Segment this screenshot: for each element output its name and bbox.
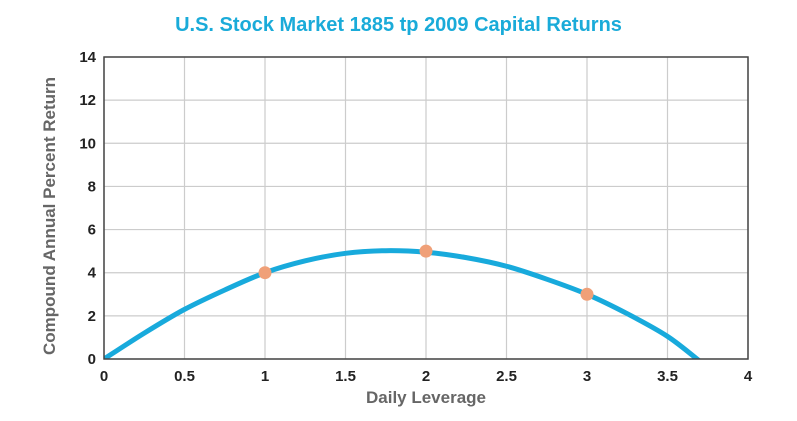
data-point (580, 287, 594, 301)
x-tick-label: 2.5 (496, 368, 517, 385)
series (104, 248, 702, 359)
y-axis-label: Compound Annual Percent Return (40, 77, 59, 355)
x-tick-label: 1 (261, 368, 269, 385)
x-tick-label: 4 (744, 368, 753, 385)
y-tick-label: 0 (88, 351, 96, 368)
x-tick-labels: 0 0.5 1 1.5 2 2.5 3 3.5 4 (100, 368, 753, 385)
data-points (258, 244, 594, 301)
x-tick-label: 2 (422, 368, 430, 385)
y-tick-label: 8 (88, 178, 96, 195)
y-tick-label: 2 (88, 308, 96, 325)
x-tick-label: 1.5 (335, 368, 356, 385)
plot-frame (103, 56, 749, 360)
x-axis-label: Daily Leverage (366, 388, 486, 407)
y-tick-label: 4 (88, 265, 97, 282)
y-tick-labels: 0 2 4 6 8 10 12 14 (79, 49, 96, 368)
grid (103, 56, 749, 360)
series-line (104, 248, 702, 359)
x-tick-label: 3 (583, 368, 591, 385)
y-tick-label: 10 (79, 135, 96, 152)
x-tick-label: 0.5 (174, 368, 195, 385)
y-tick-label: 6 (88, 222, 96, 239)
y-tick-label: 12 (79, 92, 96, 109)
x-tick-label: 0 (100, 368, 108, 385)
plot-border (103, 56, 749, 360)
data-point (419, 244, 433, 258)
y-tick-label: 14 (79, 49, 96, 66)
chart-title: U.S. Stock Market 1885 tp 2009 Capital R… (175, 14, 622, 36)
data-point (258, 266, 272, 280)
x-tick-label: 3.5 (657, 368, 678, 385)
